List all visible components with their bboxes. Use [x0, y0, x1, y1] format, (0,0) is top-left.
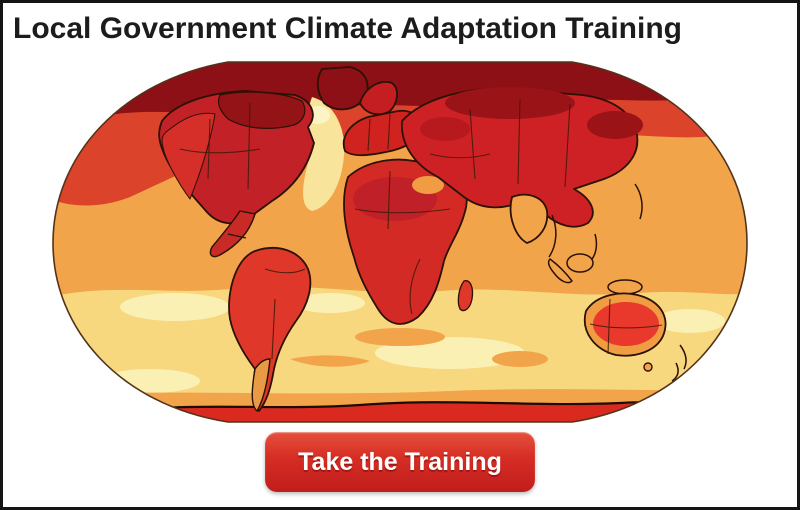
- page-title: Local Government Climate Adaptation Trai…: [13, 12, 682, 45]
- region-southeast-asia: [547, 214, 643, 295]
- continents: [158, 66, 687, 412]
- continent-asia: [401, 87, 643, 228]
- continent-europe: [342, 81, 421, 157]
- continent-greenland: [316, 66, 369, 111]
- country-borders: [179, 98, 663, 360]
- continent-north-america: [158, 90, 315, 258]
- antarctica: [53, 402, 747, 422]
- cta-row: Take the Training: [3, 432, 797, 492]
- south-orange-wiggles: [290, 328, 548, 367]
- climate-warming-map: [50, 59, 750, 427]
- climate-warming-map-svg: [52, 61, 748, 423]
- continent-africa: [343, 158, 474, 325]
- region-india: [509, 193, 549, 244]
- map-outline: [52, 61, 748, 423]
- continent-south-america: [228, 247, 312, 412]
- take-the-training-button[interactable]: Take the Training: [265, 432, 535, 492]
